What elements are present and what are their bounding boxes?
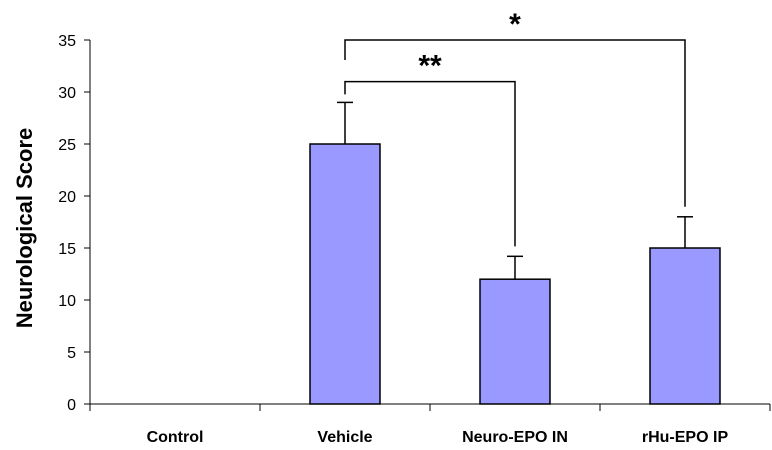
bars: [309, 143, 721, 405]
y-tick-label: 5: [67, 345, 76, 362]
bar-rhu-epo-ip: [649, 247, 721, 405]
y-tick-label: 35: [58, 33, 76, 50]
bar-neuro-epo-in: [479, 278, 551, 405]
y-tick-label: 20: [58, 189, 76, 206]
y-tick-label: 30: [58, 85, 76, 102]
x-tick-label: rHu-EPO IP: [642, 429, 729, 446]
bar-vehicle: [309, 143, 381, 405]
x-ticks: Control Vehicle Neuro-EPO IN rHu-EPO IP: [147, 429, 729, 446]
y-ticks: 0 5 10 15 20 25 30 35: [58, 33, 90, 414]
x-tick-label: Neuro-EPO IN: [462, 429, 568, 446]
y-tick-label: 25: [58, 137, 76, 154]
axes: [89, 40, 771, 411]
significance-bracket: [344, 80, 516, 247]
y-tick-label: 10: [58, 293, 76, 310]
significance-bracket: [344, 39, 686, 207]
x-tick-label: Vehicle: [317, 429, 372, 446]
y-tick-label: 0: [67, 397, 76, 414]
y-tick-label: 15: [58, 241, 76, 258]
x-tick-label: Control: [147, 429, 204, 446]
significance-label: **: [418, 50, 442, 83]
significance-brackets: ***: [344, 8, 686, 247]
y-axis-label: Neurological Score: [12, 128, 37, 329]
significance-label: *: [509, 8, 521, 41]
error-bars: [337, 101, 693, 280]
